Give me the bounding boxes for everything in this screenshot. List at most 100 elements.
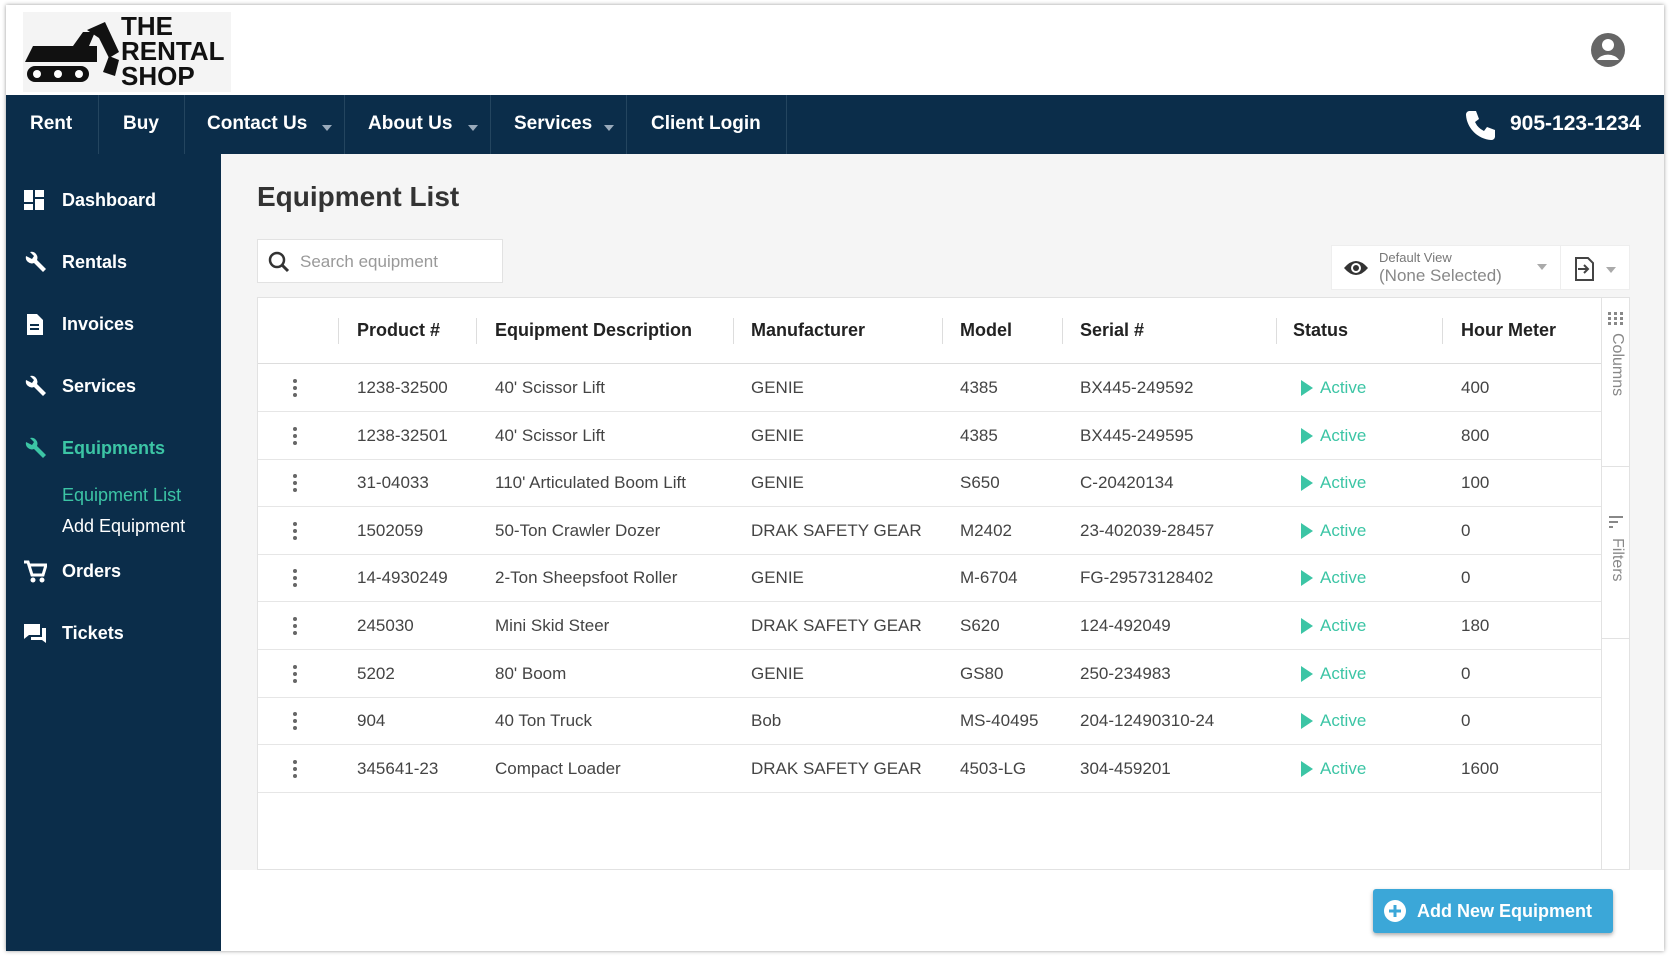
column-separator [338,318,339,344]
column-header[interactable]: Manufacturer [751,320,866,340]
sidebar-item[interactable]: Tickets [62,623,124,643]
cell: C-20420134 [1080,473,1174,493]
page-title: Equipment List [257,181,460,212]
cell: 180 [1461,616,1490,635]
sidebar-item[interactable]: Equipments [62,438,166,458]
cell: 1238-32500 [357,378,448,397]
status: Active [1320,520,1367,540]
sidebar-item[interactable]: Rentals [62,252,128,272]
plus-icon [1384,900,1406,922]
cell: 4503-LG [960,758,1027,778]
status: Active [1320,616,1367,635]
search-box[interactable]: Search equipment [257,239,503,283]
status-icon [1301,522,1313,544]
cell: DRAK SAFETY GEAR [751,520,922,540]
cell: 800 [1461,425,1490,445]
cell: 31-04033 [357,473,429,493]
sidebar-icon [23,189,47,218]
status: Active [1320,663,1367,683]
view-selector[interactable]: Default View (None Selected) [1331,245,1630,290]
nav-item[interactable]: About Us [368,113,453,134]
status: Active [1320,473,1367,493]
header-border [258,363,1601,364]
row-border [258,411,1601,412]
nav-separator [626,95,627,154]
sidebar-item[interactable]: Invoices [62,314,135,334]
cell: 124-492049 [1080,616,1171,635]
add-button-label: Add New Equipment [1417,901,1592,921]
column-separator [942,318,943,344]
row-border [258,458,1601,460]
cell: 245030 [357,616,414,635]
add-button[interactable]: Add New Equipment [1373,889,1613,933]
cell: FG-29573128402 [1080,568,1214,588]
nav-item[interactable]: Contact Us [207,113,308,134]
cell: 1238-32501 [357,425,448,445]
row-menu [292,664,298,689]
cell: M2402 [960,520,1012,540]
sidebar-subitem[interactable]: Add Equipment [62,516,186,536]
side-tab[interactable]: Columns [1609,333,1626,397]
sidebar-item[interactable]: Dashboard [62,190,157,210]
cell: Compact Loader [495,758,621,778]
phone[interactable]: 905-123-1234 [1510,112,1641,135]
nav-item[interactable]: Buy [123,113,159,134]
column-separator [733,318,734,344]
cell: S650 [960,473,1000,493]
nav-separator [490,95,491,154]
logo-line: RENTAL [121,36,225,66]
side-tab[interactable]: Filters [1609,538,1626,582]
column-separator [1442,318,1443,344]
cell: 904 [357,711,386,731]
cell: 0 [1461,663,1471,683]
cell: 14-4930249 [357,568,448,588]
sidebar-item[interactable]: Services [62,376,137,396]
cell: 23-402039-28457 [1080,520,1215,540]
column-header[interactable]: Equipment Description [495,320,693,340]
cell: Bob [751,711,782,731]
sidebar-item[interactable]: Orders [62,561,122,581]
row-menu [292,616,298,641]
sidebar [6,154,221,951]
nav-item[interactable]: Rent [30,113,73,134]
logo-text: THE RENTAL SHOP [121,13,225,89]
sidebar-icon [23,313,47,342]
row-border [258,506,1601,508]
row-menu [292,759,298,784]
phone-icon [1465,111,1495,141]
cell: 1502059 [357,520,424,540]
sidebar-icon [23,251,47,280]
status-icon [1301,713,1313,734]
column-header[interactable]: Hour Meter [1461,320,1557,340]
column-header[interactable]: Product # [357,320,441,340]
row-border [258,791,1601,793]
status-icon [1301,665,1313,687]
divider [1560,246,1561,289]
column-separator [476,318,477,344]
column-header[interactable]: Status [1293,320,1349,340]
export-icon[interactable] [1572,256,1622,282]
cell: GS80 [960,663,1004,683]
eye-icon [1344,261,1368,275]
cell: DRAK SAFETY GEAR [751,616,922,635]
tab-border [1601,638,1629,639]
view-value: (None Selected) [1379,266,1502,285]
row-menu [292,473,298,498]
side-panel-border [1601,298,1602,869]
cell: 304-459201 [1080,758,1171,778]
cell: 40' Scissor Lift [495,425,606,445]
status-icon [1301,760,1313,782]
status-icon [1301,380,1313,401]
user-icon[interactable] [1590,32,1626,68]
row-border [258,744,1601,746]
nav-item[interactable]: Client Login [651,113,761,134]
cell: 4385 [960,425,998,445]
status: Active [1320,568,1367,588]
status-icon [1301,427,1313,449]
sidebar-subitem[interactable]: Equipment List [62,485,182,505]
nav-item[interactable]: Services [514,113,593,134]
column-header[interactable]: Model [960,320,1012,340]
column-header[interactable]: Serial # [1080,320,1145,340]
row-menu [292,711,298,736]
cell: BX445-249592 [1080,378,1194,397]
